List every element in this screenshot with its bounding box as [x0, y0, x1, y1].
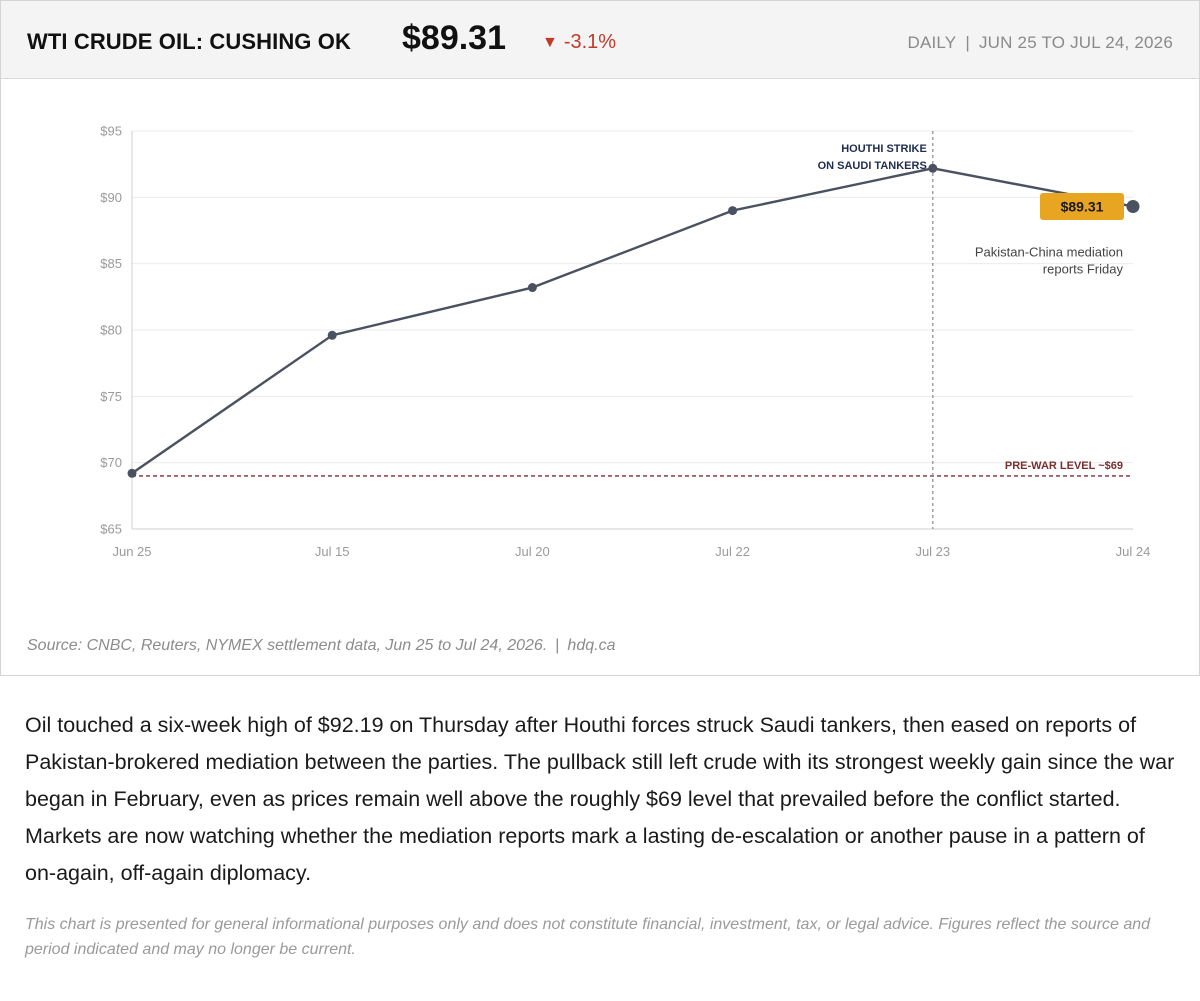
data-point [127, 468, 137, 478]
y-tick-label: $70 [100, 455, 122, 470]
chart-header: WTI CRUDE OIL: CUSHING OK $89.31 ▼ -3.1% … [1, 1, 1199, 79]
frequency-label: DAILY [907, 33, 957, 52]
y-tick-label: $65 [100, 522, 122, 537]
price-change: ▼ -3.1% [542, 31, 616, 54]
x-tick-label: Jul 15 [315, 544, 350, 559]
x-tick-label: Jun 25 [112, 544, 151, 559]
article-paragraph: Oil touched a six-week high of $92.19 on… [25, 713, 1175, 885]
source-site: hdq.ca [567, 637, 616, 654]
y-tick-label: $95 [100, 124, 122, 139]
last-value-badge [1040, 192, 1124, 220]
data-point [928, 163, 938, 173]
event-marker-label: HOUTHI STRIKE [841, 143, 927, 155]
price-change-value: -3.1% [563, 31, 617, 53]
date-range-label: JUN 25 TO JUL 24, 2026 [978, 33, 1173, 52]
source-separator: | [555, 637, 560, 654]
source-text: Source: CNBC, Reuters, NYMEX settlement … [27, 637, 548, 654]
y-tick-label: $90 [100, 190, 122, 205]
current-price: $89.31 [402, 19, 506, 57]
event-marker-label: ON SAUDI TANKERS [818, 160, 927, 172]
series-line [131, 167, 1134, 475]
y-tick-label: $75 [100, 389, 122, 404]
x-tick-label: Jul 22 [715, 544, 750, 559]
period-separator: | [965, 33, 970, 52]
y-tick-label: $85 [100, 256, 122, 271]
data-point [527, 283, 537, 293]
period-label: DAILY | JUN 25 TO JUL 24, 2026 [907, 33, 1173, 53]
data-point [728, 206, 738, 216]
y-tick-label: $80 [100, 323, 122, 338]
chart-card: WTI CRUDE OIL: CUSHING OK $89.31 ▼ -3.1% … [0, 0, 1200, 676]
mediation-annotation: Pakistan-China mediation [975, 244, 1123, 259]
data-point [327, 330, 337, 340]
last-data-point [1126, 199, 1140, 213]
line-chart: $65 $70 $75 $80 $85 $90 $95 Jun 25 Jul 15 Jul 20 J… [100, 124, 1151, 560]
x-tick-label: Jul 20 [515, 544, 550, 559]
mediation-annotation: reports Friday [1043, 261, 1124, 276]
x-tick-label: Jul 23 [915, 544, 950, 559]
prewar-reference-label: PRE-WAR LEVEL ~$69 [1005, 460, 1123, 472]
down-arrow-icon: ▼ [542, 34, 558, 51]
chart-title: WTI CRUDE OIL: CUSHING OK [27, 29, 351, 54]
last-value-badge-label: $89.31 [1061, 198, 1104, 214]
x-tick-label: Jul 24 [1116, 544, 1151, 559]
disclaimer: This chart is presented for general info… [25, 916, 1151, 958]
source-note: Source: CNBC, Reuters, NYMEX settlement … [27, 637, 615, 655]
